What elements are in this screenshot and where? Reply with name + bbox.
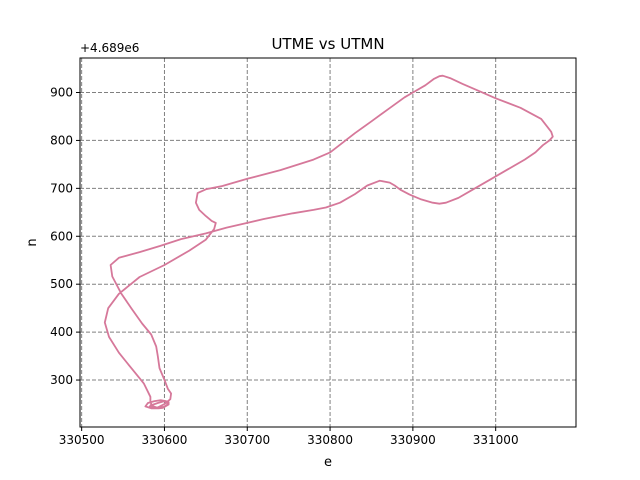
y-tick-label: 700 bbox=[50, 181, 73, 195]
y-axis: 300 400 500 600 700 800 900 bbox=[50, 86, 80, 387]
y-tick-label: 800 bbox=[50, 133, 73, 147]
x-tick-label: 330800 bbox=[307, 433, 353, 447]
grid-layer bbox=[80, 58, 576, 427]
x-tick-label: 330900 bbox=[390, 433, 436, 447]
y-tick-label: 600 bbox=[50, 229, 73, 243]
y-tick-label: 300 bbox=[50, 373, 73, 387]
x-tick-label: 330500 bbox=[59, 433, 105, 447]
x-tick-label: 330600 bbox=[142, 433, 188, 447]
plot-frame bbox=[79, 57, 577, 428]
chart-title: UTME vs UTMN bbox=[271, 35, 384, 53]
x-axis-label: e bbox=[324, 455, 332, 470]
x-axis: 330500 330600 330700 330800 330900 331000 bbox=[59, 427, 519, 447]
y-tick-label: 500 bbox=[50, 277, 73, 291]
y-axis-label: n bbox=[25, 238, 40, 246]
x-tick-label: 330700 bbox=[224, 433, 270, 447]
trajectory-line bbox=[103, 74, 554, 410]
y-axis-offset-label: +4.689e6 bbox=[80, 41, 139, 55]
y-tick-label: 900 bbox=[50, 86, 73, 100]
x-tick-label: 331000 bbox=[473, 433, 519, 447]
series-layer bbox=[103, 74, 554, 410]
y-tick-label: 400 bbox=[50, 325, 73, 339]
